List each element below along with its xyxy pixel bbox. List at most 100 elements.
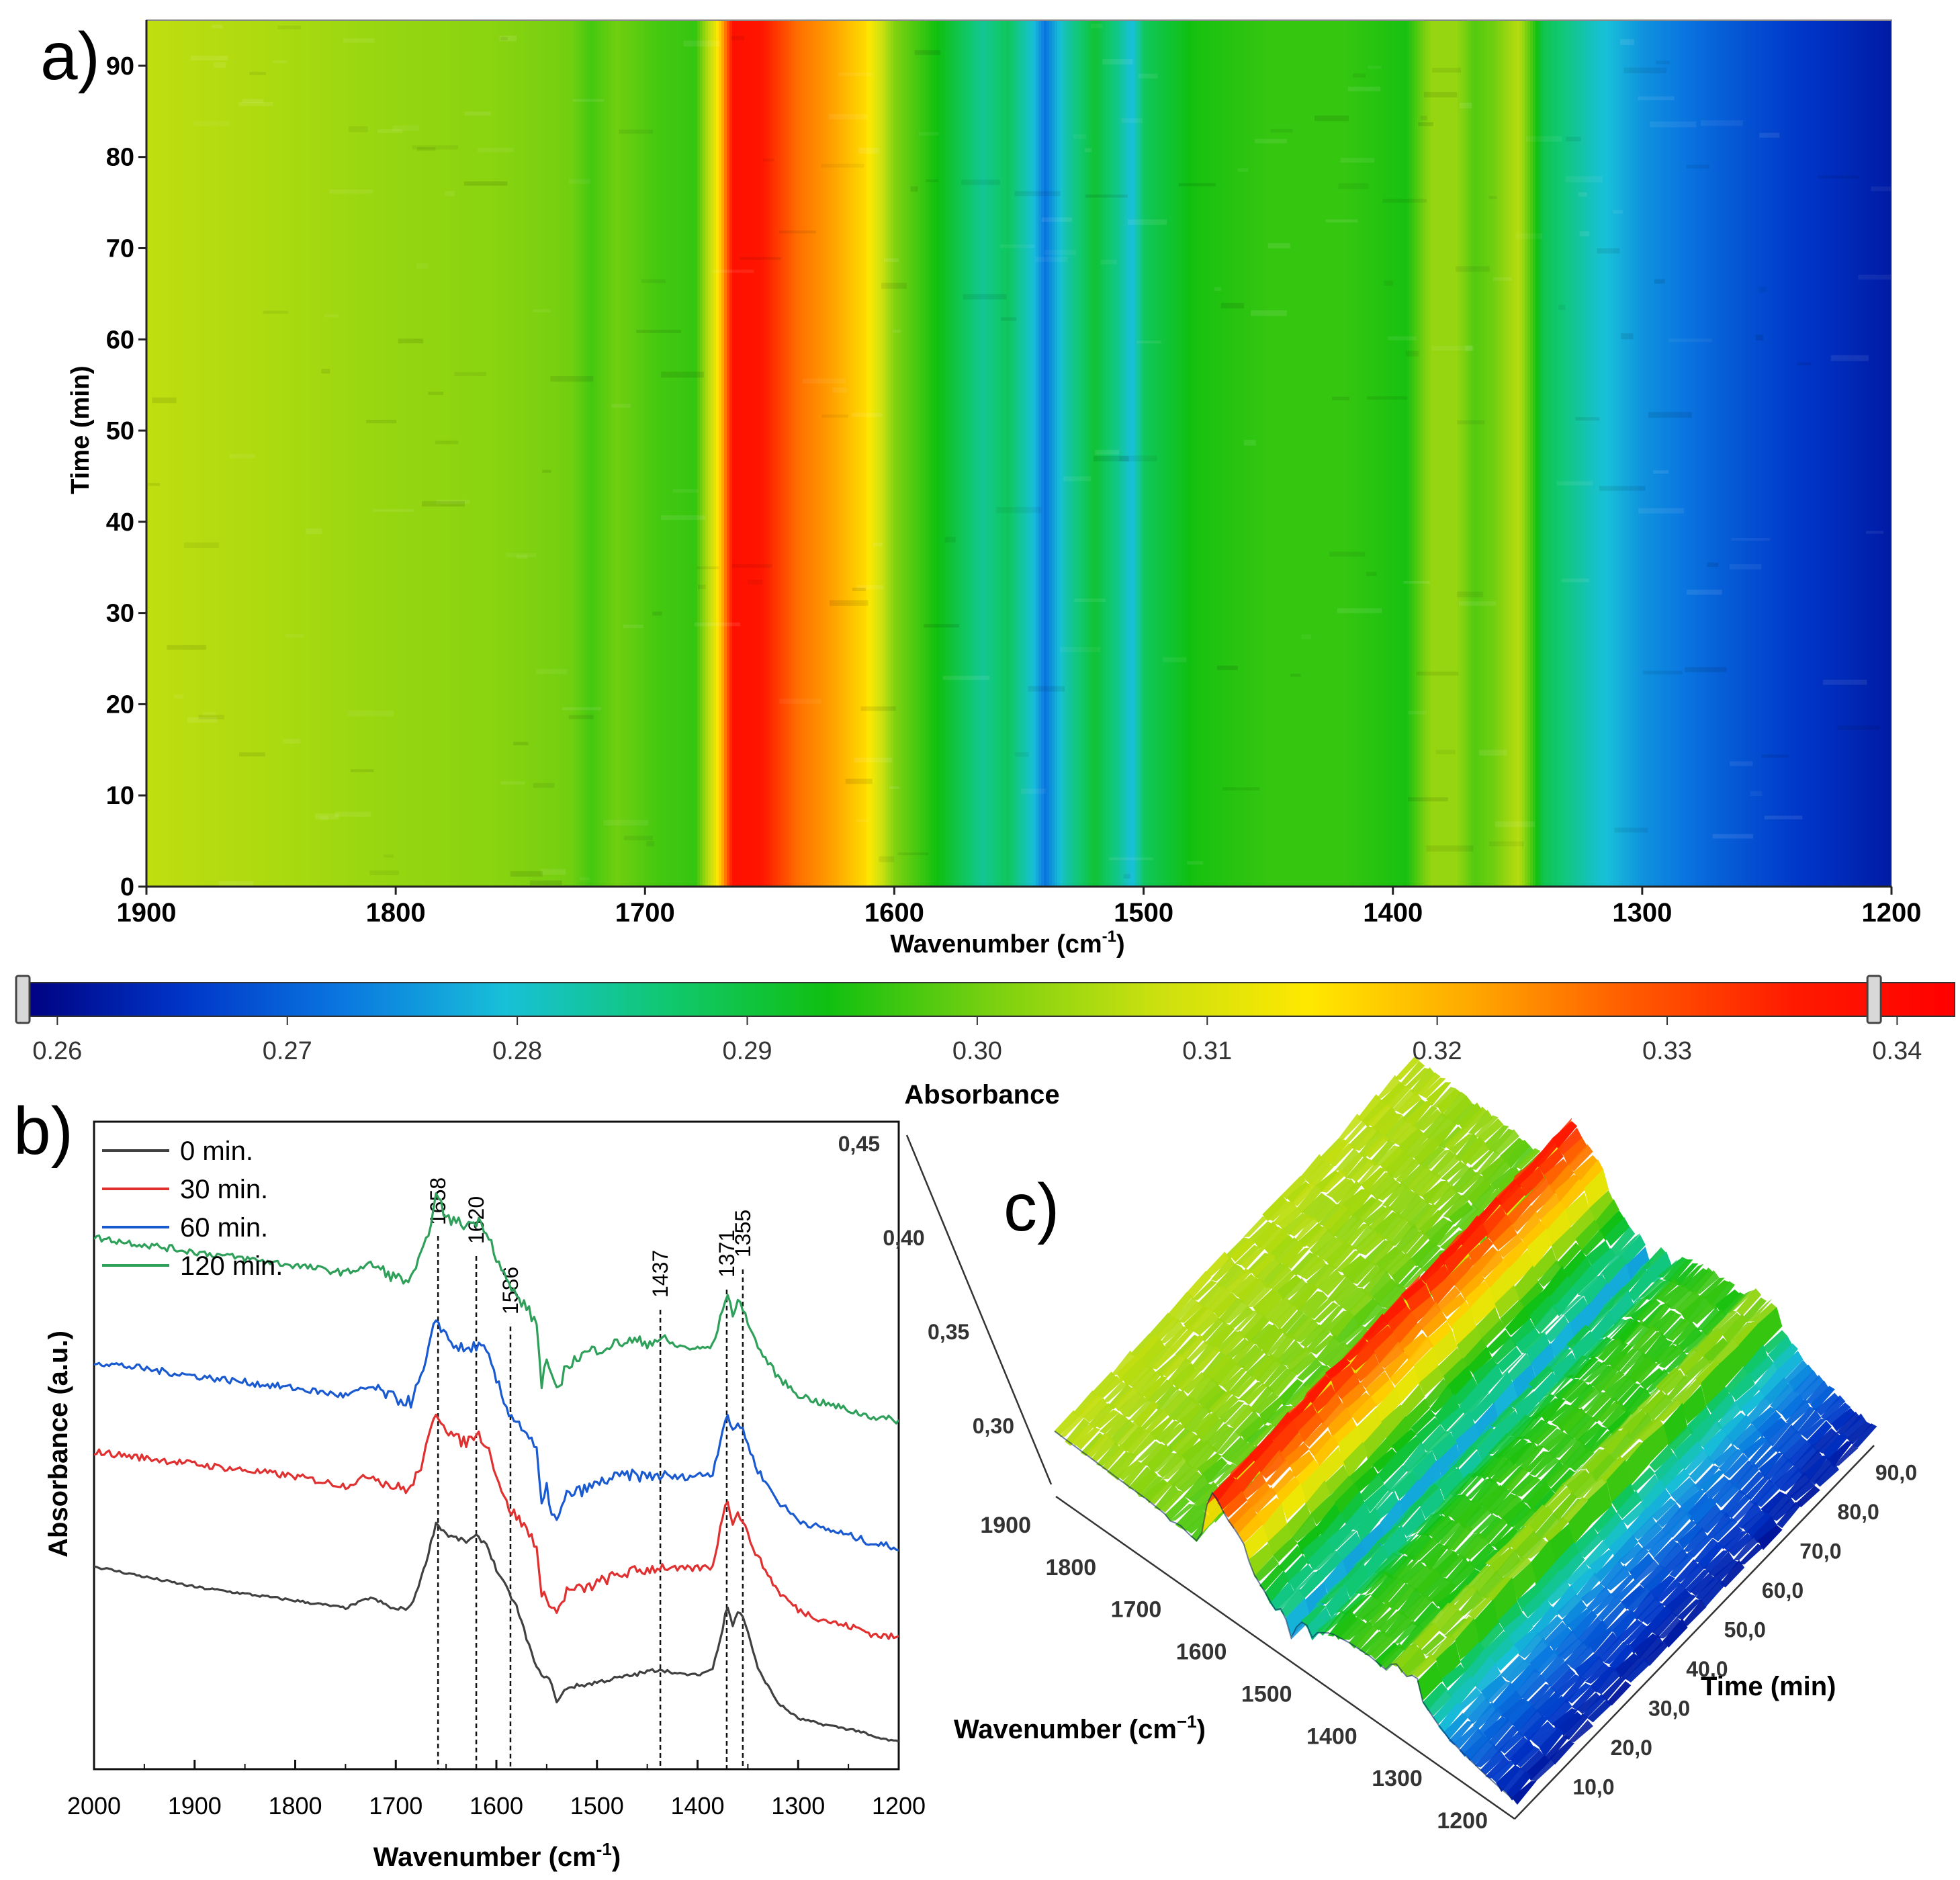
surface-facet [1551, 1227, 1576, 1261]
heatmap-column [1141, 20, 1144, 887]
spectra-lines [94, 1192, 899, 1743]
heatmap-column [942, 20, 945, 887]
surface-facet [1801, 1419, 1827, 1439]
heatmap-column [1627, 20, 1630, 887]
heatmap-texture-streak [963, 294, 1007, 300]
heatmap-column [883, 20, 886, 887]
heatmap-texture-streak [897, 852, 929, 856]
heatmap-texture-streak [1457, 420, 1485, 424]
heatmap-column [1116, 20, 1120, 887]
heatmap-texture-streak [349, 126, 368, 132]
heatmap-column [1358, 20, 1362, 887]
heatmap-texture-streak [683, 40, 721, 47]
heatmap-column [310, 20, 314, 887]
heatmap-texture-streak [646, 841, 654, 847]
heatmap-column [1017, 20, 1020, 887]
surface-facet [1538, 1517, 1564, 1540]
surface-z-tick-label: 0,35 [928, 1320, 969, 1344]
heatmap-column [1052, 20, 1055, 887]
heatmap-column [1549, 20, 1552, 887]
heatmap-column [1611, 20, 1614, 887]
heatmap-column [1425, 20, 1429, 887]
colorbar-range-handle-min[interactable] [15, 975, 31, 1024]
heatmap-column [1036, 20, 1039, 887]
heatmap-column [420, 20, 424, 887]
heatmap-column [415, 20, 418, 887]
heatmap-column [1299, 20, 1302, 887]
surface-y-tick-label: 60,0 [1762, 1578, 1803, 1603]
surface-facet [1532, 1425, 1558, 1445]
heatmap-texture-streak [1091, 24, 1103, 28]
heatmap-column [1369, 20, 1372, 887]
heatmap-column [517, 20, 521, 887]
heatmap-column [1648, 20, 1652, 887]
heatmap-column [466, 20, 470, 887]
heatmap-column [1154, 20, 1157, 887]
heatmap-column [482, 20, 486, 887]
heatmap-column [794, 20, 797, 887]
heatmap-texture-streak [1332, 396, 1349, 400]
heatmap-texture-streak [1000, 244, 1035, 249]
colorbar-range-handle-max[interactable] [1866, 975, 1882, 1024]
heatmap-texture-streak [412, 145, 458, 150]
heatmap-column [477, 20, 480, 887]
heatmap-column [1235, 20, 1238, 887]
heatmap-column [1584, 20, 1587, 887]
surface-facet [1630, 1467, 1656, 1492]
surface-facet [1384, 1217, 1409, 1243]
heatmap-column [1742, 20, 1746, 887]
heatmap-column [697, 20, 701, 887]
surface-facet [1411, 1653, 1437, 1678]
heatmap-column [1745, 20, 1748, 887]
heatmap-column [1578, 20, 1582, 887]
surface-facet [1243, 1383, 1269, 1405]
heatmap-column [488, 20, 491, 887]
heatmap-column [934, 20, 937, 887]
heatmap-column [402, 20, 405, 887]
surface-facet [1335, 1250, 1361, 1273]
heatmap-column [165, 20, 169, 887]
surface-facet [1222, 1368, 1248, 1392]
heatmap-texture-streak [1267, 242, 1290, 249]
heatmap-column [525, 20, 529, 887]
heatmap-texture-streak [1623, 67, 1666, 74]
heatmap-column [1772, 20, 1775, 887]
surface-facet [1249, 1385, 1274, 1413]
heatmap-texture-streak [1059, 647, 1100, 652]
heatmap-column [1232, 20, 1235, 887]
heatmap-column [1329, 20, 1332, 887]
heatmap-texture-streak [428, 392, 444, 395]
surface-facet [1159, 1490, 1185, 1513]
heatmap-column [1855, 20, 1859, 887]
heatmap-column [1689, 20, 1692, 887]
heatmap-column [254, 20, 257, 887]
heatmap-column [944, 20, 948, 887]
heatmap-column [171, 20, 174, 887]
heatmap-column [985, 20, 988, 887]
surface-facet [1545, 1463, 1570, 1488]
heatmap-time-texture [148, 24, 1891, 887]
heatmap-column [429, 20, 432, 887]
heatmap-column [853, 20, 856, 887]
surface-facet [1415, 1623, 1440, 1650]
heatmap-column [1834, 20, 1837, 887]
heatmap-column [259, 20, 263, 887]
surface-facet [1240, 1416, 1265, 1444]
heatmap-column [716, 20, 719, 887]
heatmap-column [622, 20, 625, 887]
heatmap-texture-streak [187, 717, 218, 723]
heatmap-column [1801, 20, 1805, 887]
heatmap-column [337, 20, 341, 887]
heatmap-column [1807, 20, 1810, 887]
heatmap-texture-streak [366, 419, 397, 424]
heatmap-texture-streak [510, 871, 543, 877]
heatmap-column [445, 20, 448, 887]
heatmap-column [595, 20, 598, 887]
heatmap-column [619, 20, 623, 887]
heatmap-texture-streak [1123, 874, 1130, 879]
surface-facet [1568, 1144, 1593, 1172]
surface-facet [1495, 1645, 1520, 1671]
heatmap-column [1487, 20, 1490, 887]
heatmap-texture-streak [218, 881, 254, 887]
heatmap-texture-streak [1685, 165, 1710, 169]
